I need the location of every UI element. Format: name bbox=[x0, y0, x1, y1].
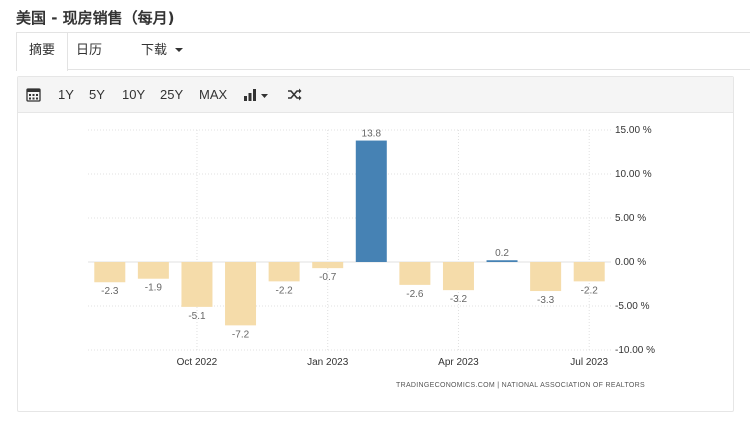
bar-value-label: -3.2 bbox=[450, 294, 468, 305]
bar bbox=[312, 262, 344, 269]
tab-calendar[interactable]: 日历 bbox=[76, 33, 102, 70]
bar-value-label: 13.8 bbox=[362, 129, 382, 140]
tab-download-label: 下载 bbox=[141, 43, 168, 58]
tab-calendar-label: 日历 bbox=[76, 43, 103, 58]
bar bbox=[94, 262, 126, 283]
bar-value-label: -1.9 bbox=[145, 283, 163, 294]
bar-value-label: 0.2 bbox=[495, 248, 509, 259]
x-tick-label: Jul 2023 bbox=[570, 357, 608, 368]
bar bbox=[225, 262, 257, 326]
range-max-button[interactable]: MAX bbox=[199, 87, 228, 102]
chart-toolbar: 1Y 5Y 10Y 25Y MAX bbox=[18, 77, 733, 113]
tab-summary[interactable]: 摘要 bbox=[16, 33, 69, 71]
bar bbox=[573, 262, 605, 282]
range-5y-button[interactable]: 5Y bbox=[89, 87, 105, 102]
bar bbox=[137, 262, 169, 279]
bar-value-label: -5.1 bbox=[188, 311, 206, 322]
x-tick-label: Jan 2023 bbox=[307, 357, 349, 368]
source-credit: TRADINGECONOMICS.COM | NATIONAL ASSOCIAT… bbox=[396, 382, 645, 389]
bar-value-label: -2.2 bbox=[276, 285, 294, 296]
y-tick-label: 10.00 % bbox=[615, 169, 652, 180]
chart: -2.3 -1.9 -5.1 -7.2 -2.2 -0.7 13.8 -2.6 -3.2 0.2 -… bbox=[88, 125, 655, 389]
x-tick-label: Apr 2023 bbox=[438, 357, 479, 368]
tabs-bar: 摘要 日历 下载 bbox=[16, 32, 750, 71]
bar-value-label: -2.3 bbox=[101, 286, 119, 297]
calendar-icon[interactable] bbox=[26, 87, 41, 107]
bar-value-label: -0.7 bbox=[319, 272, 337, 283]
bar bbox=[399, 262, 431, 285]
y-tick-label: 0.00 % bbox=[615, 257, 646, 268]
bar bbox=[486, 260, 518, 262]
bar bbox=[442, 262, 474, 291]
x-tick-label: Oct 2022 bbox=[177, 357, 218, 368]
bar-chart-type-icon[interactable] bbox=[243, 88, 271, 107]
bar bbox=[355, 140, 387, 262]
y-tick-label: 15.00 % bbox=[615, 125, 652, 136]
y-tick-label: -5.00 % bbox=[615, 301, 650, 312]
y-tick-label: 5.00 % bbox=[615, 213, 646, 224]
chevron-down-icon bbox=[175, 47, 184, 52]
range-1y-button[interactable]: 1Y bbox=[58, 87, 74, 102]
tab-summary-label: 摘要 bbox=[29, 43, 56, 58]
bar-value-label: -3.3 bbox=[537, 295, 555, 306]
tab-download[interactable]: 下载 bbox=[141, 33, 184, 70]
page-title: 美国 - 现房销售（每月) bbox=[16, 9, 175, 27]
bar bbox=[181, 262, 213, 307]
range-25y-button[interactable]: 25Y bbox=[160, 87, 184, 102]
bar-value-label: -2.6 bbox=[406, 289, 424, 300]
y-tick-label: -10.00 % bbox=[615, 345, 655, 356]
bar bbox=[530, 262, 562, 292]
bar bbox=[268, 262, 300, 282]
bar-value-label: -7.2 bbox=[232, 329, 250, 340]
bar-value-label: -2.2 bbox=[581, 285, 599, 296]
shuffle-icon[interactable] bbox=[287, 88, 302, 106]
chart-panel: 1Y 5Y 10Y 25Y MAX -2.3 -1.9 -5.1 -7.2 -2.2 -0… bbox=[17, 76, 734, 412]
range-10y-button[interactable]: 10Y bbox=[122, 87, 146, 102]
